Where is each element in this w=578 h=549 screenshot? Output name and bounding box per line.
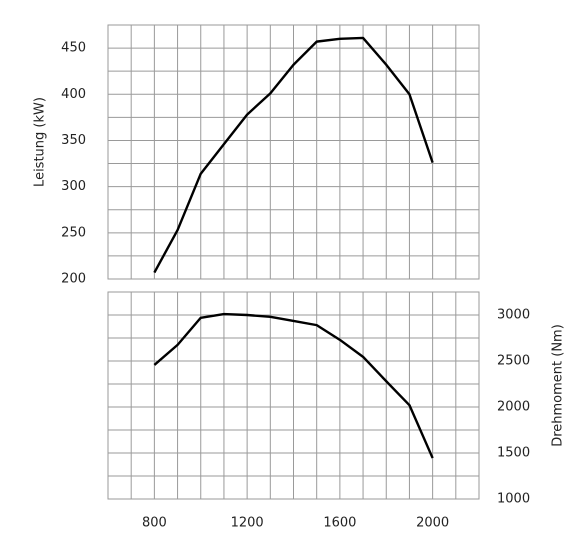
y-tick-label: 2500 bbox=[497, 354, 530, 369]
y-tick-label: 1500 bbox=[497, 446, 530, 461]
x-tick-label: 1200 bbox=[231, 516, 264, 531]
y-axis-label: Drehmoment (Nm) bbox=[551, 324, 566, 447]
data-line bbox=[153, 36, 434, 274]
y-tick-label: 3000 bbox=[497, 308, 530, 323]
y-axis-label: Leistung (kW) bbox=[33, 97, 48, 187]
y-tick-label: 350 bbox=[61, 133, 86, 148]
y-tick-label: 250 bbox=[61, 225, 86, 240]
data-line bbox=[153, 312, 434, 459]
x-tick-label: 800 bbox=[142, 516, 167, 531]
x-tick-label: 1600 bbox=[323, 516, 356, 531]
x-tick-label: 2000 bbox=[416, 516, 449, 531]
y-tick-label: 1000 bbox=[497, 492, 530, 507]
plot-frame bbox=[107, 291, 480, 500]
y-tick-label: 300 bbox=[61, 179, 86, 194]
y-tick-label: 450 bbox=[61, 41, 86, 56]
y-tick-label: 400 bbox=[61, 87, 86, 102]
y-tick-label: 200 bbox=[61, 272, 86, 287]
y-tick-label: 2000 bbox=[497, 400, 530, 415]
plot-frame bbox=[107, 24, 480, 280]
